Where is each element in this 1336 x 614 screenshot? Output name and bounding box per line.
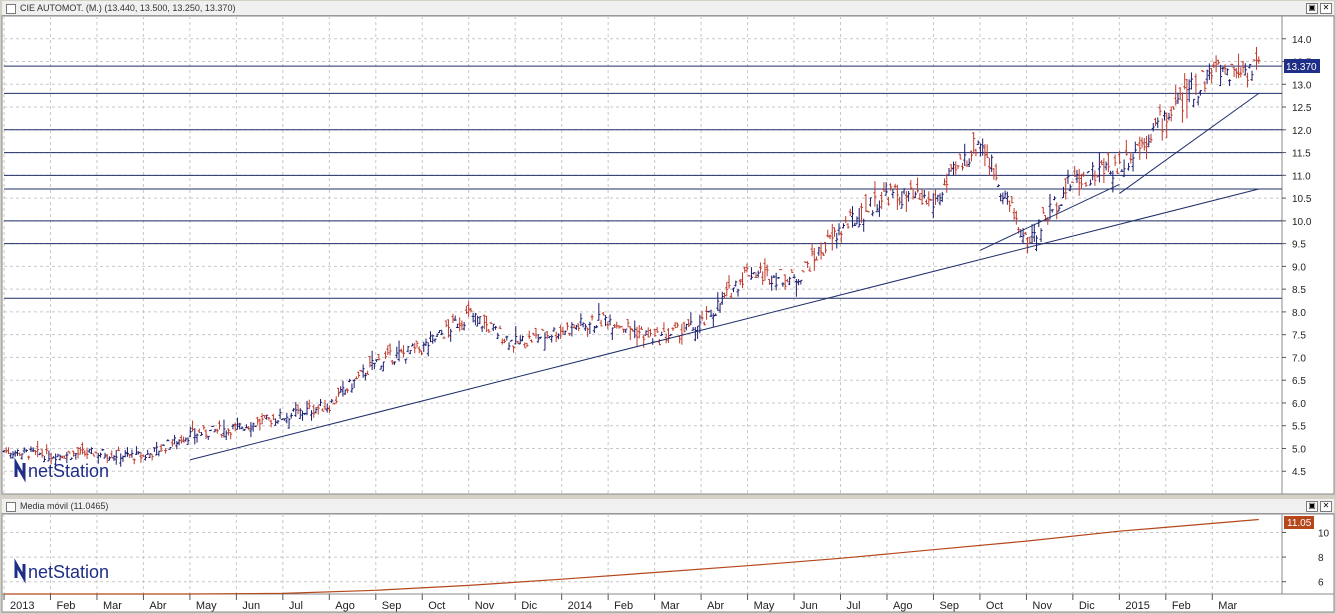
indicator-panel-titlebar: Media móvil (11.0465) ▣ ✕: [2, 499, 1334, 514]
indicator-axis: 6 8 10: [1282, 528, 1330, 589]
x-tick-label: Jul: [847, 600, 861, 612]
trendline: [189, 188, 1259, 461]
panel-icon: [6, 4, 16, 14]
trendlines: [189, 92, 1260, 461]
x-tick-label: Mar: [1218, 600, 1237, 612]
moving-average-line: [4, 518, 1259, 595]
x-tick-label: Nov: [1032, 600, 1052, 612]
last-price-badge-bg: [1284, 59, 1320, 73]
y-tick-label: 13.5: [1292, 58, 1312, 69]
trendline: [979, 183, 1120, 251]
y-tick-label: 14.0: [1292, 35, 1312, 46]
x-tick-label: 2015: [1125, 600, 1149, 612]
y-tick-label: 4.5: [1292, 467, 1306, 478]
x-tick-label: Sep: [382, 600, 402, 612]
y-tick-label: 8.5: [1292, 285, 1306, 296]
close-icon[interactable]: ✕: [1320, 501, 1332, 512]
x-tick-label: Oct: [428, 600, 445, 612]
x-tick-label: Mar: [103, 600, 122, 612]
netstation-logo: netStation: [14, 457, 109, 483]
x-tick-label: Oct: [986, 600, 1003, 612]
indicator-plot-area: [1, 513, 1283, 595]
x-tick-label: 2014: [568, 600, 592, 612]
main-panel-titlebar: CIE AUTOMOT. (M.) (13.440, 13.500, 13.25…: [2, 1, 1334, 16]
maximize-icon[interactable]: ▣: [1306, 3, 1318, 14]
y-tick-label: 10.5: [1292, 194, 1312, 205]
trendline: [1119, 92, 1260, 194]
main-panel-title: CIE AUTOMOT. (M.) (13.440, 13.500, 13.25…: [20, 3, 236, 13]
x-tick-label: Jul: [289, 600, 303, 612]
x-tick-label: May: [754, 600, 775, 612]
x-tick-label: Abr: [149, 600, 166, 612]
x-tick-label: Mar: [661, 600, 680, 612]
horizontal-levels: [4, 65, 1282, 299]
logo-text: netStation: [28, 461, 109, 481]
y-tick-label: 12.0: [1292, 126, 1312, 137]
y-tick-label: 10: [1318, 528, 1330, 539]
y-tick-label: 5.0: [1292, 444, 1306, 455]
close-icon[interactable]: ✕: [1320, 3, 1332, 14]
moving-average: [4, 518, 1259, 595]
y-tick-label: 9.5: [1292, 240, 1306, 251]
y-tick-label: 5.5: [1292, 422, 1306, 433]
x-tick-label: May: [196, 600, 217, 612]
x-tick-label: Jun: [242, 600, 260, 612]
y-tick-label: 10.0: [1292, 217, 1312, 228]
y-tick-label: 8.0: [1292, 308, 1306, 319]
y-tick-label: 7.5: [1292, 331, 1306, 342]
y-tick-label: 11.5: [1292, 149, 1311, 160]
y-tick-label: 12.5: [1292, 103, 1312, 114]
y-tick-label: 8: [1318, 553, 1324, 564]
logo-text: netStation: [28, 562, 109, 582]
x-tick-label: Dic: [1079, 600, 1095, 612]
x-tick-label: Feb: [614, 600, 633, 612]
last-price-badge: 13.370: [1286, 62, 1317, 73]
date-axis-labels: 2013 Feb Mar Abr May Jun Jul Ago Sep Oct Nov Dic 201…: [3, 594, 1238, 612]
x-tick-label: Feb: [1172, 600, 1191, 612]
y-tick-label: 6.0: [1292, 399, 1306, 410]
x-tick-label: Dic: [521, 600, 537, 612]
x-tick-label: Sep: [939, 600, 959, 612]
netstation-logo: netStation: [14, 558, 109, 584]
y-tick-label: 6.5: [1292, 376, 1306, 387]
x-tick-label: Abr: [707, 600, 724, 612]
date-axis: [1, 593, 1335, 613]
indicator-panel-title: Media móvil (11.0465): [20, 501, 109, 511]
ma-last-badge-bg: [1284, 516, 1314, 529]
price-bars: [2, 46, 1261, 467]
x-tick-label: 2013: [10, 600, 34, 612]
x-tick-label: Nov: [475, 600, 495, 612]
y-tick-label: 13.0: [1292, 80, 1312, 91]
price-axis: 4.5 5.0 5.5 6.0 6.5 7.0 7.5 8.0 8.5 9.0 9.5 10.0 10.…: [1282, 35, 1312, 478]
x-tick-label: Jun: [800, 600, 818, 612]
ma-last-badge: 11.05: [1287, 518, 1312, 529]
panel-icon: [6, 502, 16, 512]
y-tick-label: 6: [1318, 578, 1324, 589]
x-tick-label: Ago: [335, 600, 355, 612]
y-tick-label: 9.0: [1292, 262, 1306, 273]
maximize-icon[interactable]: ▣: [1306, 501, 1318, 512]
y-tick-label: 7.0: [1292, 353, 1306, 364]
x-tick-label: Ago: [893, 600, 913, 612]
y-tick-label: 11.0: [1292, 171, 1311, 182]
main-axis-area: [1281, 15, 1335, 495]
indicator-axis-area: [1281, 513, 1335, 595]
main-plot-area: [1, 15, 1283, 495]
x-tick-label: Feb: [56, 600, 75, 612]
